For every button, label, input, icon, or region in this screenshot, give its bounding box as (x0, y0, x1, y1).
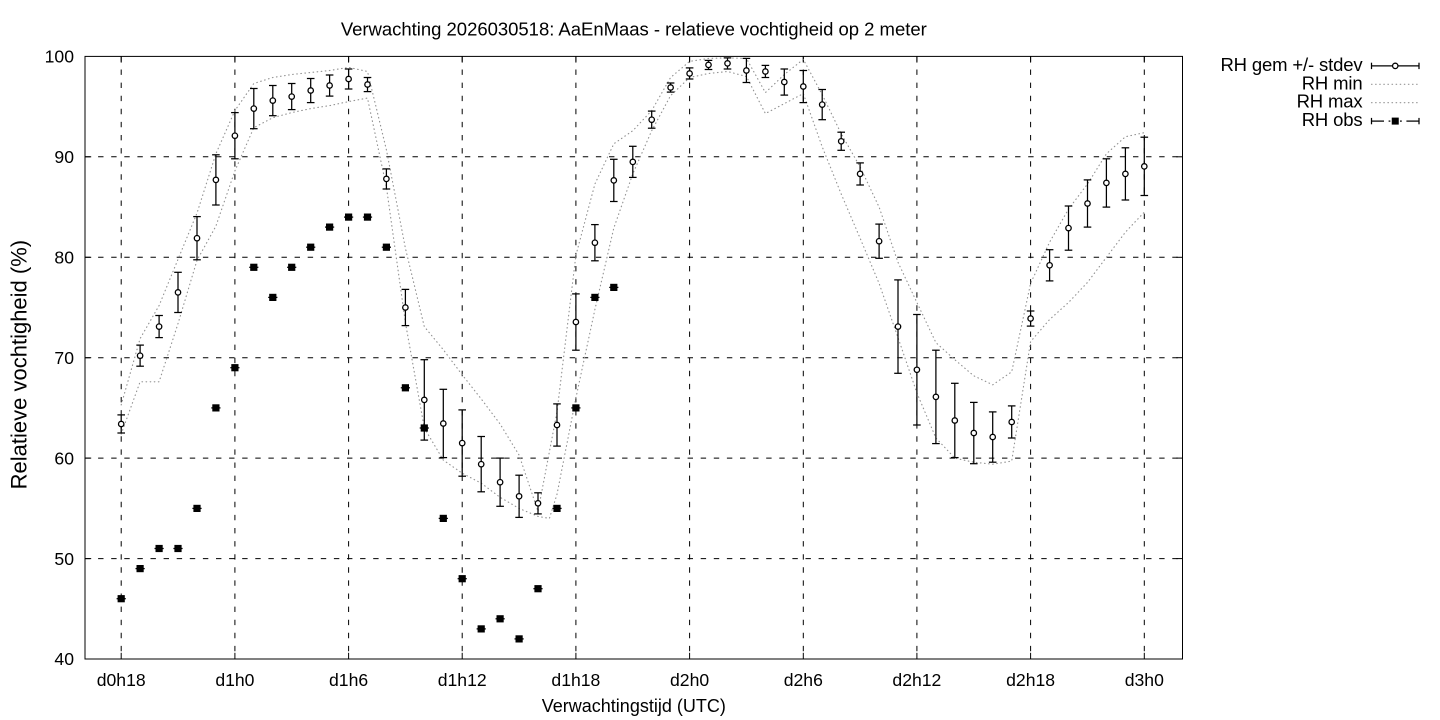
svg-text:d1h12: d1h12 (438, 670, 487, 690)
svg-text:RH gem +/- stdev: RH gem +/- stdev (1220, 54, 1363, 75)
svg-text:d2h6: d2h6 (784, 670, 823, 690)
svg-text:d2h18: d2h18 (1006, 670, 1055, 690)
svg-text:d2h12: d2h12 (892, 670, 941, 690)
svg-text:100: 100 (45, 47, 75, 67)
svg-text:70: 70 (54, 348, 74, 368)
svg-text:d1h6: d1h6 (329, 670, 368, 690)
svg-text:40: 40 (54, 649, 74, 669)
svg-text:d3h0: d3h0 (1125, 670, 1164, 690)
svg-text:Verwachting 2026030518: AaEnMa: Verwachting 2026030518: AaEnMaas - relat… (341, 18, 927, 39)
svg-text:80: 80 (54, 248, 74, 268)
svg-text:RH min: RH min (1302, 72, 1363, 93)
svg-text:Verwachtingstijd (UTC): Verwachtingstijd (UTC) (542, 696, 726, 716)
svg-text:RH max: RH max (1297, 91, 1364, 112)
svg-text:RH obs: RH obs (1302, 109, 1363, 130)
svg-text:d1h18: d1h18 (551, 670, 600, 690)
svg-text:50: 50 (54, 549, 74, 569)
svg-text:d0h18: d0h18 (97, 670, 146, 690)
svg-text:d2h0: d2h0 (670, 670, 709, 690)
svg-text:d1h0: d1h0 (215, 670, 254, 690)
svg-text:60: 60 (54, 448, 74, 468)
svg-text:90: 90 (54, 147, 74, 167)
svg-text:Relatieve vochtigheid (%): Relatieve vochtigheid (%) (7, 240, 32, 489)
